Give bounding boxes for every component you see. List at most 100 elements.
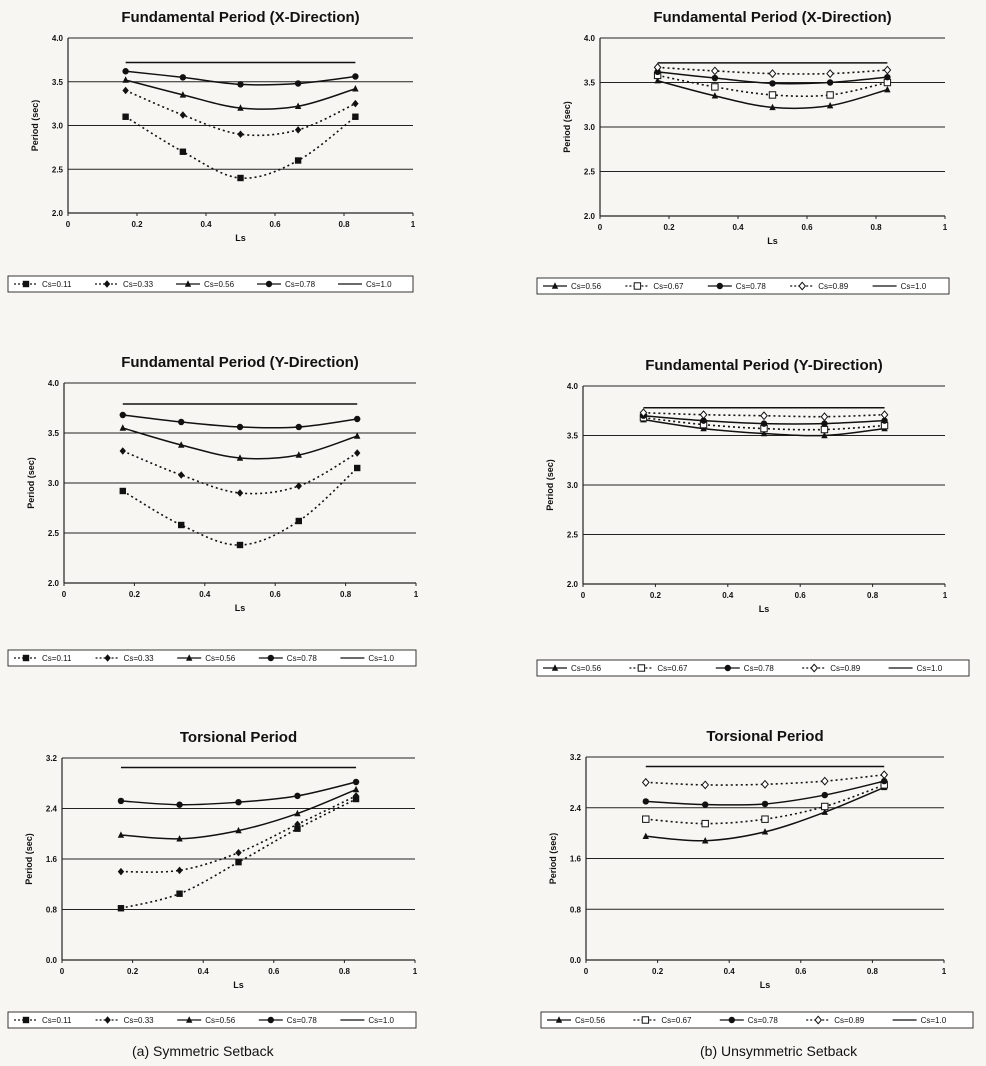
- data-point: [354, 464, 361, 472]
- data-point: [821, 808, 828, 815]
- chart-title: Fundamental Period (Y-Direction): [645, 357, 883, 374]
- legend-box: [7, 1011, 417, 1029]
- legend-marker: [551, 282, 559, 289]
- x-tick-label: 0: [598, 223, 603, 232]
- legend-marker: [810, 663, 819, 673]
- data-point: [295, 423, 302, 431]
- series-cs-0-78: [642, 777, 888, 808]
- y-tick-label: 3.0: [567, 481, 579, 490]
- chart-title: Fundamental Period (X-Direction): [121, 9, 359, 26]
- y-tick-label: 4.0: [584, 34, 596, 43]
- data-point: [639, 408, 648, 418]
- legend-marker: [267, 1016, 274, 1024]
- data-point: [119, 424, 126, 431]
- legend-label: Cs=1.0: [917, 664, 943, 673]
- data-point: [352, 99, 359, 108]
- data-point: [178, 471, 185, 479]
- x-tick-label: 0.4: [722, 591, 734, 600]
- data-point: [768, 69, 777, 79]
- series-cs-0-89: [641, 770, 889, 790]
- data-point: [236, 423, 244, 431]
- data-point: [294, 157, 302, 164]
- chart-title: Torsional Period: [180, 729, 297, 746]
- data-point: [711, 83, 719, 91]
- legend-label: Cs=0.56: [571, 664, 602, 673]
- x-tick-label: 0: [581, 591, 586, 600]
- series-cs-0-56: [642, 783, 888, 844]
- data-point: [176, 866, 183, 875]
- data-point: [119, 487, 126, 495]
- y-tick-label: 2.5: [48, 529, 60, 538]
- x-tick-label: 0.6: [801, 223, 813, 232]
- legend-marker: [641, 1016, 650, 1024]
- y-tick-label: 3.0: [584, 123, 596, 132]
- data-point: [760, 411, 768, 421]
- data-point: [354, 449, 361, 457]
- series-cs-0-56: [654, 77, 891, 111]
- data-point: [769, 103, 776, 111]
- x-tick-label: 0.6: [795, 967, 807, 976]
- x-tick-label: 0.8: [867, 967, 879, 976]
- legend-marker: [555, 1016, 563, 1023]
- x-tick-label: 0.8: [870, 223, 882, 232]
- data-point: [179, 111, 187, 119]
- series-cs-0-78: [117, 778, 360, 808]
- data-point: [352, 85, 359, 92]
- series-cs-0-33: [119, 447, 361, 497]
- legend-marker: [728, 1016, 735, 1024]
- legend-label: Cs=0.11: [42, 280, 72, 289]
- data-point: [294, 102, 302, 109]
- legend-label: Cs=0.67: [653, 282, 684, 291]
- legend-marker: [104, 654, 111, 662]
- legend-label: Cs=1.0: [368, 1016, 394, 1025]
- data-point: [700, 417, 707, 424]
- y-tick-label: 3.5: [52, 78, 64, 87]
- legend-label: Cs=0.78: [744, 664, 775, 673]
- legend-marker: [22, 654, 30, 662]
- data-point: [295, 482, 302, 490]
- data-point: [122, 76, 129, 83]
- data-point: [352, 792, 360, 800]
- data-point: [178, 521, 185, 529]
- x-tick-label: 1: [411, 220, 416, 229]
- y-tick-label: 3.2: [46, 754, 58, 763]
- series-cs-0-67: [642, 781, 888, 828]
- y-tick-label: 3.5: [567, 432, 579, 441]
- x-tick-label: 0.8: [340, 590, 352, 599]
- data-point: [237, 174, 244, 182]
- data-point: [117, 831, 125, 838]
- y-tick-label: 3.5: [584, 79, 596, 88]
- x-tick-label: 0.2: [127, 967, 139, 976]
- data-point: [642, 815, 650, 823]
- y-tick-label: 2.5: [584, 168, 596, 177]
- data-point: [761, 800, 769, 808]
- legend-marker: [798, 281, 807, 291]
- caption-symmetric: (a) Symmetric Setback: [132, 1043, 274, 1059]
- legend-label: Cs=0.78: [287, 1016, 318, 1025]
- data-point: [702, 801, 709, 808]
- y-tick-label: 3.5: [48, 429, 60, 438]
- data-point: [122, 86, 129, 95]
- y-tick-label: 2.0: [584, 212, 596, 221]
- legend-marker: [22, 1016, 30, 1024]
- y-axis-label: Period (sec): [548, 833, 558, 885]
- data-point: [294, 825, 301, 832]
- data-point: [761, 828, 769, 835]
- data-point: [880, 770, 889, 780]
- data-point: [711, 92, 719, 99]
- x-tick-label: 0.2: [663, 223, 675, 232]
- x-tick-label: 0.6: [268, 967, 280, 976]
- series-cs-0-89: [639, 408, 889, 422]
- legend-marker: [814, 1015, 823, 1025]
- data-point: [702, 837, 709, 844]
- data-point: [701, 780, 710, 790]
- data-point: [711, 74, 719, 82]
- legend-label: Cs=0.56: [205, 654, 236, 663]
- data-point: [352, 778, 360, 786]
- legend-label: Cs=0.67: [657, 664, 688, 673]
- legend-marker: [637, 664, 646, 672]
- data-point: [768, 91, 777, 99]
- x-axis-label: Ls: [760, 980, 771, 990]
